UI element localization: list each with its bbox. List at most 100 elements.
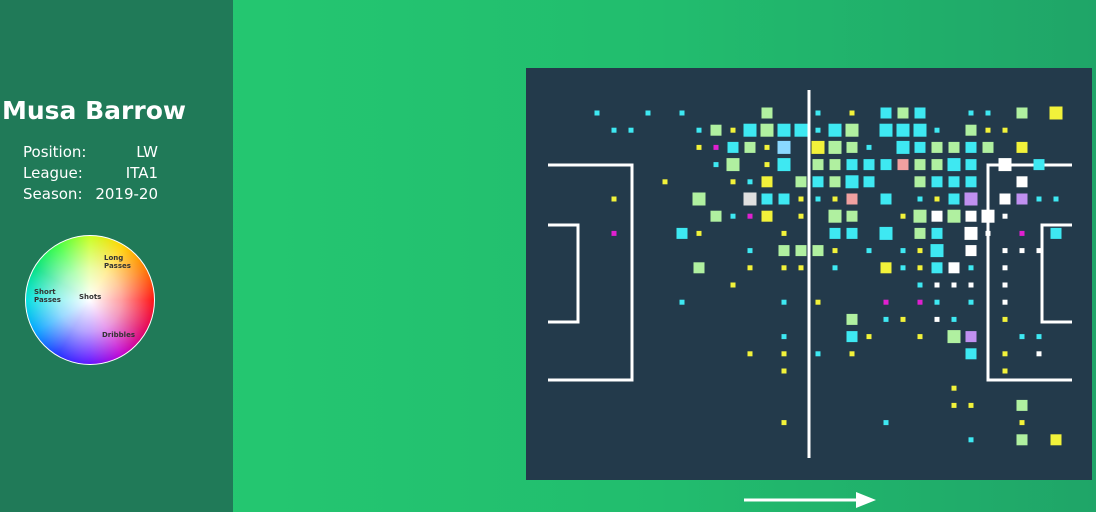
- tile: [900, 248, 906, 254]
- tile: [692, 192, 706, 206]
- tile: [781, 265, 787, 271]
- tile: [931, 176, 943, 188]
- tile: [947, 209, 961, 223]
- tile: [914, 176, 926, 188]
- tile: [1053, 196, 1059, 202]
- tile: [934, 299, 940, 305]
- tile: [913, 209, 927, 223]
- tile: [880, 107, 892, 119]
- tile: [696, 127, 702, 133]
- wheel-label: Long Passes: [104, 254, 131, 270]
- tile: [880, 159, 892, 171]
- tile: [951, 402, 957, 408]
- wheel-label: Dribbles: [102, 331, 135, 339]
- tile: [965, 141, 977, 153]
- tile: [1036, 196, 1042, 202]
- tile: [777, 140, 791, 154]
- wheel-label: Short Passes: [34, 288, 61, 304]
- wheel-label: Shots: [79, 293, 102, 301]
- tile: [798, 213, 804, 219]
- tile: [777, 158, 791, 172]
- tile: [795, 245, 807, 257]
- tile: [981, 209, 995, 223]
- tile: [934, 316, 940, 322]
- tile: [1050, 227, 1062, 239]
- field-value: 2019-20: [95, 185, 158, 203]
- tile: [951, 316, 957, 322]
- field-row: League: ITA1: [23, 164, 158, 182]
- tile: [1036, 351, 1042, 357]
- tile: [829, 176, 841, 188]
- tile: [727, 141, 739, 153]
- color-wheel: Long Passes Short Passes Shots Dribbles: [25, 235, 155, 365]
- tile: [985, 110, 991, 116]
- tile: [998, 158, 1012, 172]
- tile: [713, 162, 719, 168]
- tile: [846, 313, 858, 325]
- tile: [829, 227, 841, 239]
- tile: [917, 282, 923, 288]
- tile: [815, 110, 821, 116]
- tile: [1016, 434, 1028, 446]
- tile: [846, 227, 858, 239]
- tile: [846, 210, 858, 222]
- tile: [815, 196, 821, 202]
- tile: [965, 245, 977, 257]
- tile: [948, 193, 960, 205]
- tile: [917, 299, 923, 305]
- tile: [611, 196, 617, 202]
- tile: [913, 123, 927, 137]
- tile: [761, 193, 773, 205]
- tile: [832, 265, 838, 271]
- tile: [931, 227, 943, 239]
- tile: [917, 265, 923, 271]
- tile: [883, 420, 889, 426]
- tile: [968, 265, 974, 271]
- tile: [747, 179, 753, 185]
- tile: [985, 230, 991, 236]
- tile: [965, 348, 977, 360]
- tile: [781, 230, 787, 236]
- tile: [1002, 127, 1008, 133]
- tile: [964, 192, 978, 206]
- field-row: Season: 2019-20: [23, 185, 158, 203]
- tile: [1019, 230, 1025, 236]
- field-label: Season:: [23, 185, 83, 203]
- tile: [743, 123, 757, 137]
- field-value: LW: [136, 143, 158, 161]
- tile: [917, 248, 923, 254]
- tile: [880, 262, 892, 274]
- tile: [781, 420, 787, 426]
- tile: [743, 192, 757, 206]
- tile: [778, 245, 790, 257]
- tile: [781, 299, 787, 305]
- tile: [1050, 434, 1062, 446]
- tile: [1049, 106, 1063, 120]
- tile: [914, 141, 926, 153]
- tile: [713, 144, 719, 150]
- tile: [1036, 334, 1042, 340]
- tile: [811, 140, 825, 154]
- tiles: [594, 106, 1063, 446]
- tile: [611, 230, 617, 236]
- tile: [968, 299, 974, 305]
- tile: [812, 176, 824, 188]
- tile: [846, 159, 858, 171]
- tile: [778, 193, 790, 205]
- tile: [1033, 159, 1045, 171]
- tile: [846, 193, 858, 205]
- tile: [761, 107, 773, 119]
- tile: [914, 107, 926, 119]
- tile: [1002, 282, 1008, 288]
- tile: [1019, 420, 1025, 426]
- tile: [696, 230, 702, 236]
- tile: [849, 110, 855, 116]
- tile: [761, 176, 773, 188]
- tile: [812, 159, 824, 171]
- tile: [866, 334, 872, 340]
- tile: [679, 299, 685, 305]
- tile: [761, 210, 773, 222]
- tile: [968, 110, 974, 116]
- tile: [744, 141, 756, 153]
